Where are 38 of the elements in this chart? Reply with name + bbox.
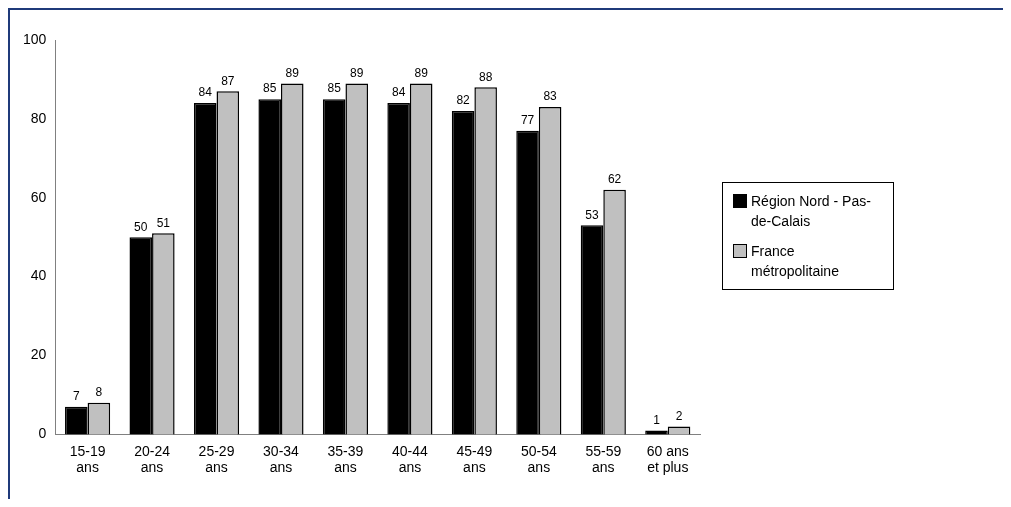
x-tick-label: 45-49 ans <box>456 442 493 476</box>
y-tick-label: 60 <box>30 188 47 205</box>
data-label: 77 <box>520 113 535 128</box>
x-tick-label: 35-39 ans <box>327 442 364 476</box>
y-tick-label: 40 <box>30 267 47 284</box>
data-label: 53 <box>585 207 600 222</box>
x-tick-label: 25-29 ans <box>198 442 235 476</box>
x-tick-label: 15-19 ans <box>69 442 106 476</box>
data-label: 1 <box>653 412 661 427</box>
data-label: 85 <box>263 81 277 96</box>
data-label: 7 <box>72 389 80 404</box>
data-label: 2 <box>675 408 683 423</box>
data-label: 89 <box>350 65 364 80</box>
y-tick-label: 20 <box>30 346 47 363</box>
data-label: 62 <box>607 172 622 187</box>
data-label: 8 <box>95 385 103 400</box>
x-tick-label: 20-24 ans <box>134 442 171 476</box>
legend-label: France métropolitaine <box>751 242 840 281</box>
data-label: 84 <box>391 85 406 100</box>
data-label: 89 <box>285 65 300 80</box>
data-label: 85 <box>327 81 342 96</box>
x-tick-label: 55-59 ans <box>585 442 622 476</box>
y-tick-label: 0 <box>38 425 47 442</box>
data-label: 88 <box>478 69 493 84</box>
x-tick-label: 40-44 ans <box>392 442 429 476</box>
data-label: 87 <box>221 73 235 88</box>
y-tick-label: 100 <box>23 30 47 47</box>
data-label: 50 <box>134 219 148 234</box>
y-tick-label: 80 <box>30 109 47 126</box>
x-tick-label: 30-34 ans <box>263 442 300 476</box>
data-label: 82 <box>456 93 471 108</box>
x-tick-label: 50-54 ans <box>520 442 557 476</box>
data-label: 89 <box>414 65 429 80</box>
data-label: 83 <box>543 89 558 104</box>
data-label: 51 <box>156 215 171 230</box>
x-tick-label: 60 ans et plus <box>646 442 689 476</box>
legend-label: Région Nord - Pas-de-Calais <box>751 192 872 231</box>
data-label: 84 <box>198 85 213 100</box>
